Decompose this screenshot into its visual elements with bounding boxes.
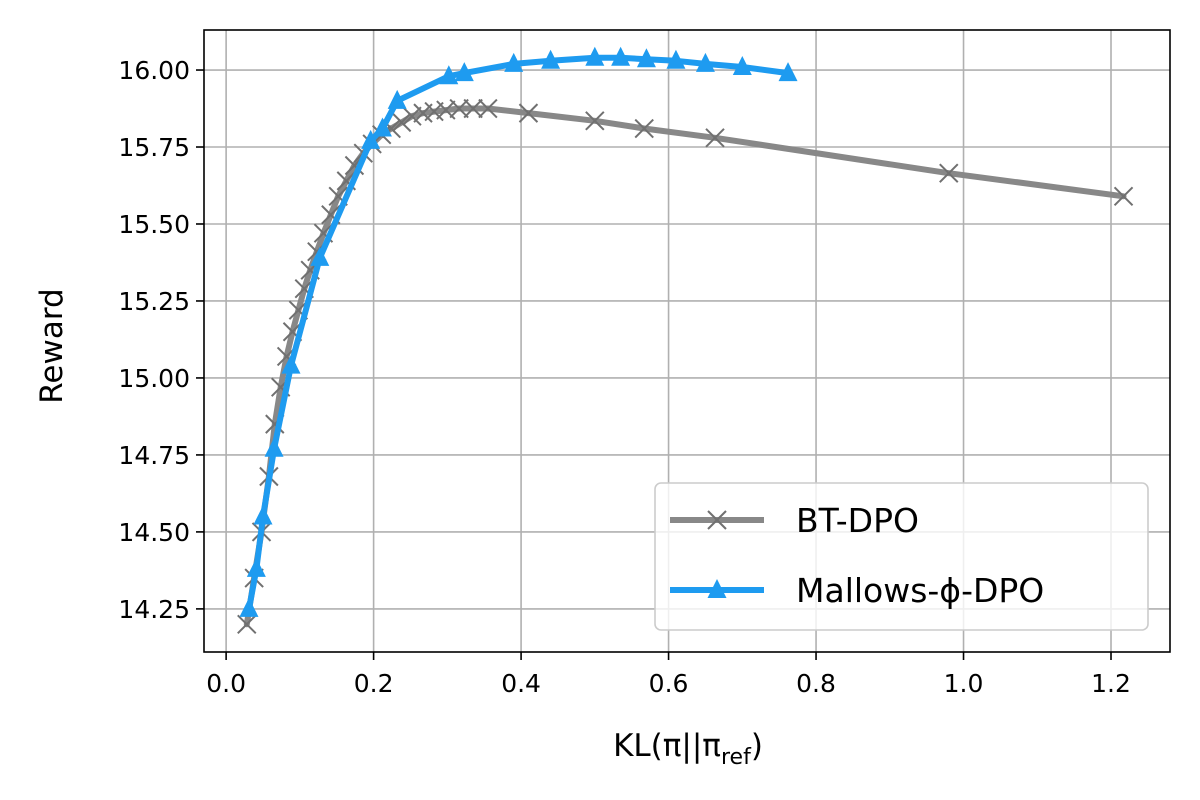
data-point-triangle-marker: [666, 49, 686, 69]
x-tick-label: 0.4: [501, 669, 541, 698]
y-tick-label: 14.75: [118, 441, 190, 470]
legend: BT-DPO Mallows-ϕ-DPO: [654, 482, 1149, 631]
data-point-x-marker: [634, 118, 654, 139]
x-tick-label: 0.8: [796, 669, 836, 698]
data-point-triangle-marker: [439, 65, 459, 85]
data-point-x-marker: [1113, 186, 1134, 206]
data-point-triangle-marker: [504, 52, 524, 72]
y-tick-label: 15.75: [118, 133, 190, 162]
data-point-triangle-marker: [454, 62, 474, 82]
data-point-triangle-marker: [310, 246, 330, 266]
x-tick-label: 0.2: [354, 669, 394, 698]
y-tick-label: 15.25: [118, 287, 190, 316]
legend-label-bt-dpo: BT-DPO: [796, 501, 919, 540]
y-tick-label: 16.00: [118, 56, 190, 85]
data-point-triangle-marker: [778, 62, 798, 82]
y-tick-label: 14.50: [118, 518, 190, 547]
legend-box: [654, 482, 1149, 631]
y-tick-label: 15.50: [118, 210, 190, 239]
x-axis-label-close: ): [751, 728, 763, 764]
data-point-x-marker: [449, 98, 469, 119]
data-point-triangle-marker: [695, 52, 715, 72]
data-point-triangle-marker: [611, 46, 631, 66]
grid: [204, 30, 1170, 652]
x-tick-label: 0.6: [649, 669, 689, 698]
data-point-x-marker: [237, 614, 257, 634]
data-point-triangle-marker: [264, 437, 284, 457]
data-point-x-marker: [705, 128, 725, 148]
data-point-triangle-marker: [361, 129, 381, 149]
data-point-triangle-marker: [636, 48, 656, 68]
x-axis-ticks: 0.0 0.2 0.4 0.6 0.8 1.0 1.2: [206, 652, 1131, 698]
y-axis-ticks: 14.25 14.50 14.75 15.00 15.25 15.50 15.75 16.00: [118, 56, 204, 624]
data-point-x-marker: [478, 98, 498, 119]
data-point-x-marker: [585, 111, 605, 131]
legend-marker-bt-dpo: [707, 510, 727, 530]
y-axis-label: Reward: [34, 288, 70, 403]
data-point-triangle-marker: [585, 46, 605, 66]
x-tick-label: 1.2: [1091, 669, 1131, 698]
legend-marker-mallows: [707, 579, 727, 598]
data-point-triangle-marker: [253, 505, 273, 525]
data-point-x-marker: [463, 98, 483, 119]
data-point-triangle-marker: [246, 557, 266, 577]
data-point-triangle-marker: [387, 89, 407, 109]
series-layer: [237, 46, 1134, 634]
y-tick-label: 14.25: [118, 595, 190, 624]
data-point-x-marker: [518, 103, 539, 123]
data-point-triangle-marker: [732, 55, 752, 75]
y-tick-label: 15.00: [118, 364, 190, 393]
x-tick-label: 1.0: [944, 669, 984, 698]
x-axis-label-main: KL(π||π: [613, 728, 721, 764]
legend-label-mallows: Mallows-ϕ-DPO: [796, 571, 1044, 610]
series-mallows-phi-dpo: [239, 46, 798, 617]
data-point-x-marker: [391, 112, 412, 133]
data-point-triangle-marker: [372, 117, 392, 137]
x-axis-label: KL(π||πref): [613, 728, 763, 770]
x-tick-label: 0.0: [206, 669, 246, 698]
x-axis-label-subscript: ref: [721, 745, 752, 770]
data-point-x-marker: [402, 106, 422, 126]
plot-area-frame: [203, 29, 1171, 653]
data-point-x-marker: [939, 163, 959, 183]
data-point-triangle-marker: [239, 597, 259, 617]
data-point-triangle-marker: [541, 49, 561, 69]
data-point-triangle-marker: [281, 354, 301, 374]
